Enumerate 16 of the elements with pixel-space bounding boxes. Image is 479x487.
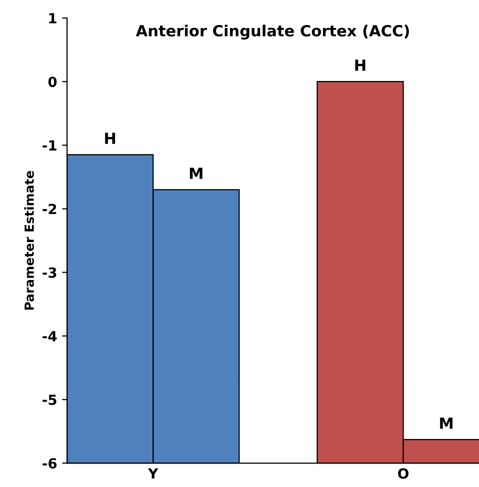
y-tick-label: -6 (42, 458, 57, 469)
y-tick-label: -1 (42, 140, 56, 150)
series-label: H (355, 60, 366, 71)
chart-title: Anterior Cingulate Cortex (ACC) (136, 24, 409, 40)
text: H (105, 132, 116, 144)
x-tick-label: O (398, 468, 408, 479)
x-tick-label: Y (148, 468, 158, 479)
y-tick-label: -5 (42, 394, 56, 406)
text: M (440, 418, 452, 429)
y-tick-label: -4 (42, 331, 57, 342)
y-tick-label: 1 (49, 13, 56, 24)
y-tick-label: 0 (48, 76, 57, 88)
y-tick-label: -2 (42, 204, 56, 214)
y-axis-title: Parameter Estimate (24, 170, 34, 310)
series-label: M (190, 168, 202, 179)
y-tick-label: -3 (42, 267, 56, 278)
